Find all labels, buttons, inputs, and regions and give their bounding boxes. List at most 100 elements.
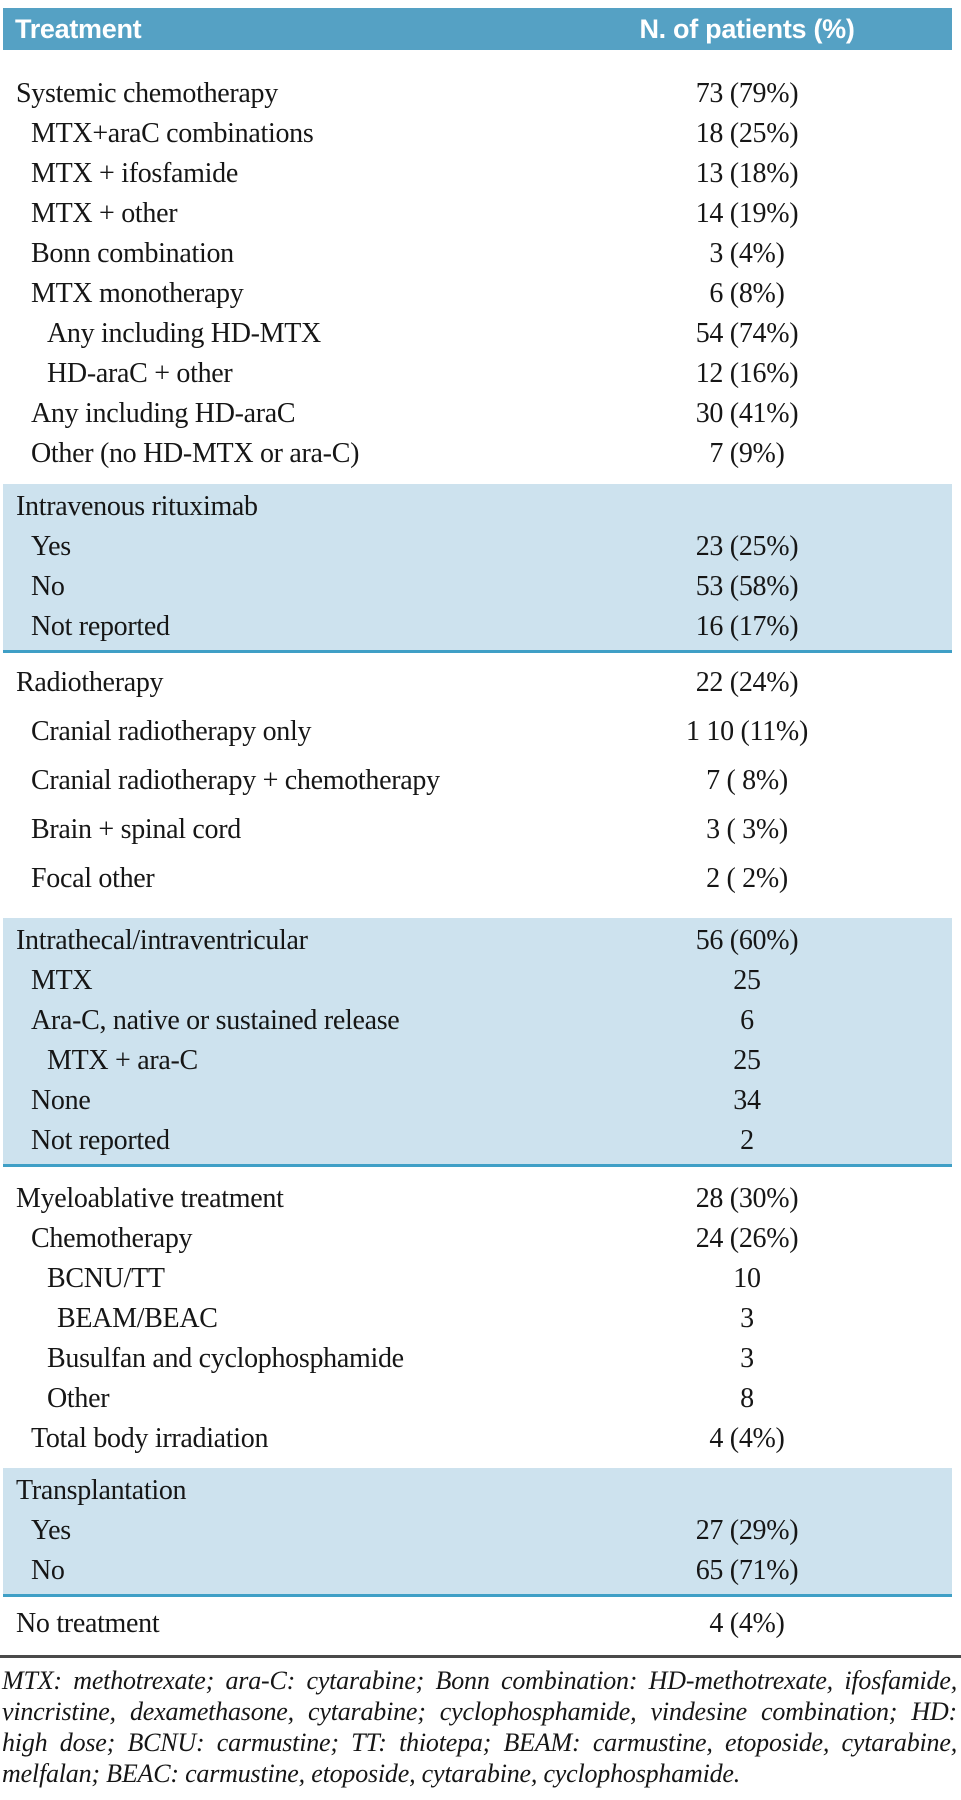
row-label: MTX monotherapy bbox=[31, 278, 244, 309]
table-row: No treatment 4 (4%) bbox=[3, 1604, 952, 1644]
row-label: Not reported bbox=[31, 611, 170, 642]
table-row: Yes 23 (25%) bbox=[3, 527, 952, 567]
table-row: Other 8 bbox=[3, 1379, 952, 1419]
table-row: Intravenous rituximab bbox=[3, 487, 952, 527]
row-label: Bonn combination bbox=[31, 238, 234, 269]
table-row: Other (no HD-MTX or ara-C) 7 (9%) bbox=[3, 434, 952, 474]
row-value: 2 ( 2%) bbox=[706, 863, 788, 894]
row-label: BCNU/TT bbox=[47, 1263, 165, 1294]
row-label: Myeloablative treatment bbox=[16, 1183, 284, 1214]
row-label: Focal other bbox=[31, 863, 155, 894]
row-label: Yes bbox=[31, 1515, 71, 1546]
table-row: Any including HD-MTX 54 (74%) bbox=[3, 314, 952, 354]
table-header: Treatment N. of patients (%) bbox=[3, 8, 952, 50]
row-label: Not reported bbox=[31, 1125, 170, 1156]
row-label: Total body irradiation bbox=[31, 1423, 269, 1454]
row-value: 6 bbox=[740, 1005, 754, 1036]
table-body: Systemic chemotherapy 73 (79%) MTX+araC co… bbox=[3, 50, 952, 1655]
row-label: Ara-C, native or sustained release bbox=[31, 1005, 400, 1036]
row-value: 25 bbox=[733, 965, 761, 996]
table-row: HD-araC + other 12 (16%) bbox=[3, 354, 952, 394]
row-label: HD-araC + other bbox=[47, 358, 233, 389]
table-section-shaded: Intravenous rituximab Yes 23 (25%) No 53 (58… bbox=[3, 484, 952, 653]
table-section: No treatment 4 (4%) bbox=[3, 1597, 952, 1655]
row-value: 27 (29%) bbox=[695, 1515, 799, 1546]
column-header-treatment: Treatment bbox=[15, 13, 142, 44]
table-row: Brain + spinal cord 3 ( 3%) bbox=[3, 805, 952, 854]
table-row: Any including HD-araC 30 (41%) bbox=[3, 394, 952, 434]
row-value: 65 (71%) bbox=[695, 1555, 799, 1586]
row-value: 53 (58%) bbox=[695, 571, 799, 602]
table-row: BCNU/TT 10 bbox=[3, 1259, 952, 1299]
row-label: No treatment bbox=[16, 1608, 160, 1639]
row-label: Brain + spinal cord bbox=[31, 814, 241, 845]
table-row: Yes 27 (29%) bbox=[3, 1511, 952, 1551]
row-label: Chemotherapy bbox=[31, 1223, 193, 1254]
row-label: Busulfan and cyclophosphamide bbox=[47, 1343, 404, 1374]
row-label: Intrathecal/intraventricular bbox=[16, 925, 308, 956]
row-label: Cranial radiotherapy only bbox=[31, 716, 312, 747]
row-label: None bbox=[31, 1085, 91, 1116]
column-header-patients: N. of patients (%) bbox=[639, 13, 855, 44]
table-row: BEAM/BEAC 3 bbox=[3, 1299, 952, 1339]
table-row: MTX + other 14 (19%) bbox=[3, 194, 952, 234]
row-value: 3 bbox=[740, 1343, 754, 1374]
table-row: Systemic chemotherapy 73 (79%) bbox=[3, 74, 952, 114]
row-value: 7 ( 8%) bbox=[706, 765, 788, 796]
row-label: BEAM/BEAC bbox=[57, 1303, 218, 1334]
row-value: 3 bbox=[740, 1303, 754, 1334]
row-label: Intravenous rituximab bbox=[16, 491, 258, 522]
row-value: 14 (19%) bbox=[695, 198, 799, 229]
table-footnote: MTX: methotrexate; ara-C: cytarabine; Bo… bbox=[0, 1655, 961, 1789]
table-row: Total body irradiation 4 (4%) bbox=[3, 1419, 952, 1459]
row-value: 10 bbox=[733, 1263, 761, 1294]
row-value: 22 (24%) bbox=[695, 667, 799, 698]
row-label: Transplantation bbox=[16, 1475, 187, 1506]
row-value: 30 (41%) bbox=[695, 398, 799, 429]
table-row: Bonn combination 3 (4%) bbox=[3, 234, 952, 274]
table-row: Radiotherapy 22 (24%) bbox=[3, 658, 952, 707]
table-row: Not reported 16 (17%) bbox=[3, 607, 952, 647]
table-row: Intrathecal/intraventricular 56 (60%) bbox=[3, 921, 952, 961]
row-label: MTX + other bbox=[31, 198, 178, 229]
row-label: Other (no HD-MTX or ara-C) bbox=[31, 438, 360, 469]
row-value: 7 (9%) bbox=[709, 438, 785, 469]
table-row: Cranial radiotherapy only 1 10 (11%) bbox=[3, 707, 952, 756]
row-label: No bbox=[31, 1555, 65, 1586]
table-row: Ara-C, native or sustained release 6 bbox=[3, 1001, 952, 1041]
row-label: No bbox=[31, 571, 65, 602]
table-row: Not reported 2 bbox=[3, 1121, 952, 1161]
row-value: 13 (18%) bbox=[695, 158, 799, 189]
table-section-shaded: Intrathecal/intraventricular 56 (60%) MTX 2… bbox=[3, 918, 952, 1167]
row-value: 18 (25%) bbox=[695, 118, 799, 149]
table-row: MTX+araC combinations 18 (25%) bbox=[3, 114, 952, 154]
row-value: 73 (79%) bbox=[695, 78, 799, 109]
table-row: Chemotherapy 24 (26%) bbox=[3, 1219, 952, 1259]
table-row: Focal other 2 ( 2%) bbox=[3, 854, 952, 903]
row-label: MTX+araC combinations bbox=[31, 118, 314, 149]
row-value: 1 10 (11%) bbox=[686, 716, 808, 747]
row-label: Cranial radiotherapy + chemotherapy bbox=[31, 765, 440, 796]
table-row: MTX + ifosfamide 13 (18%) bbox=[3, 154, 952, 194]
table-row: MTX + ara-C 25 bbox=[3, 1041, 952, 1081]
row-label: MTX + ara-C bbox=[47, 1045, 198, 1076]
table-row: Myeloablative treatment 28 (30%) bbox=[3, 1179, 952, 1219]
table-section: Myeloablative treatment 28 (30%) Chemother… bbox=[3, 1167, 952, 1468]
row-value: 6 (8%) bbox=[709, 278, 785, 309]
row-value: 3 (4%) bbox=[709, 238, 785, 269]
row-value: 23 (25%) bbox=[695, 531, 799, 562]
table-row: MTX 25 bbox=[3, 961, 952, 1001]
row-value: 28 (30%) bbox=[695, 1183, 799, 1214]
row-label: MTX bbox=[31, 965, 93, 996]
table-section: Radiotherapy 22 (24%) Cranial radiotherapy… bbox=[3, 653, 952, 918]
row-label: Any including HD-araC bbox=[31, 398, 296, 429]
row-value: 24 (26%) bbox=[695, 1223, 799, 1254]
table-section: Systemic chemotherapy 73 (79%) MTX+araC co… bbox=[3, 50, 952, 484]
row-value: 25 bbox=[733, 1045, 761, 1076]
table-row: Transplantation bbox=[3, 1471, 952, 1511]
row-label: Any including HD-MTX bbox=[47, 318, 321, 349]
row-label: MTX + ifosfamide bbox=[31, 158, 238, 189]
row-value: 34 bbox=[733, 1085, 761, 1116]
table-row: No 65 (71%) bbox=[3, 1551, 952, 1591]
row-label: Systemic chemotherapy bbox=[16, 78, 278, 109]
